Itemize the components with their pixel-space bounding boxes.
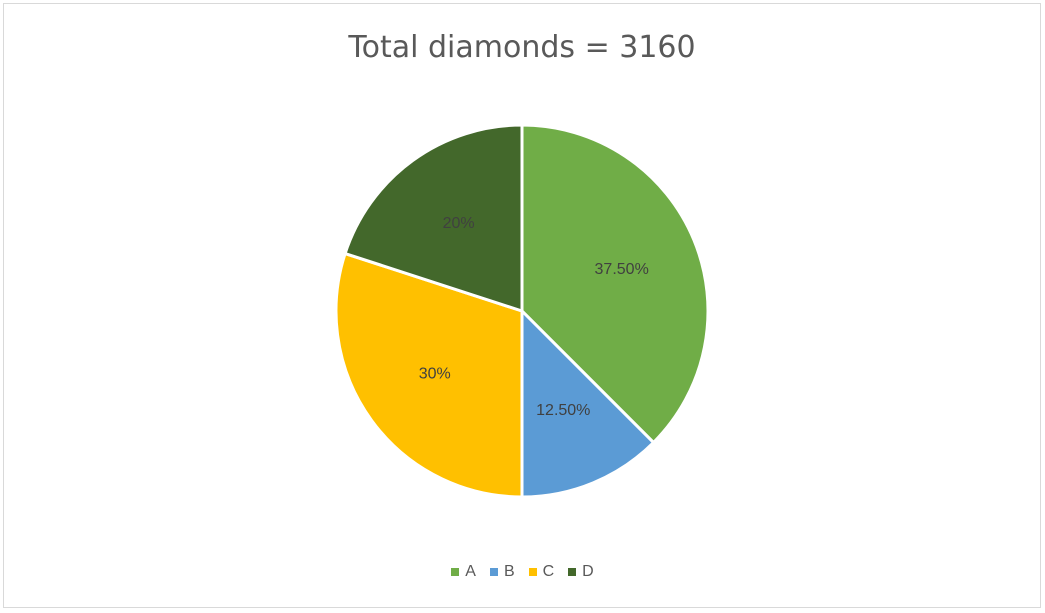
pie-slice-a (520, 123, 710, 445)
data-label-b: 12.50% (536, 402, 590, 419)
legend-label-d: D (582, 563, 594, 580)
legend-item-a: A (451, 563, 476, 581)
legend-item-d: D (568, 563, 594, 581)
legend-item-c: C (528, 563, 555, 581)
pie-slice-c (334, 251, 524, 499)
legend-swatch-a (451, 568, 460, 576)
legend-label-a: A (465, 563, 476, 580)
chart-title: Total diamonds = 3160 (348, 30, 696, 65)
data-label-d: 20% (443, 215, 475, 232)
legend-label-c: C (542, 563, 555, 580)
pie-slice-b (520, 307, 656, 499)
legend: A B C D (0, 563, 1045, 581)
data-label-c: 30% (419, 366, 451, 383)
legend-swatch-c (528, 568, 537, 576)
legend-swatch-d (568, 568, 577, 576)
legend-label-b: B (503, 563, 515, 580)
data-label-a: 37.50% (595, 261, 649, 278)
legend-item-b: B (489, 563, 515, 581)
legend-swatch-b (489, 568, 498, 576)
pie-slice-d (343, 123, 524, 314)
